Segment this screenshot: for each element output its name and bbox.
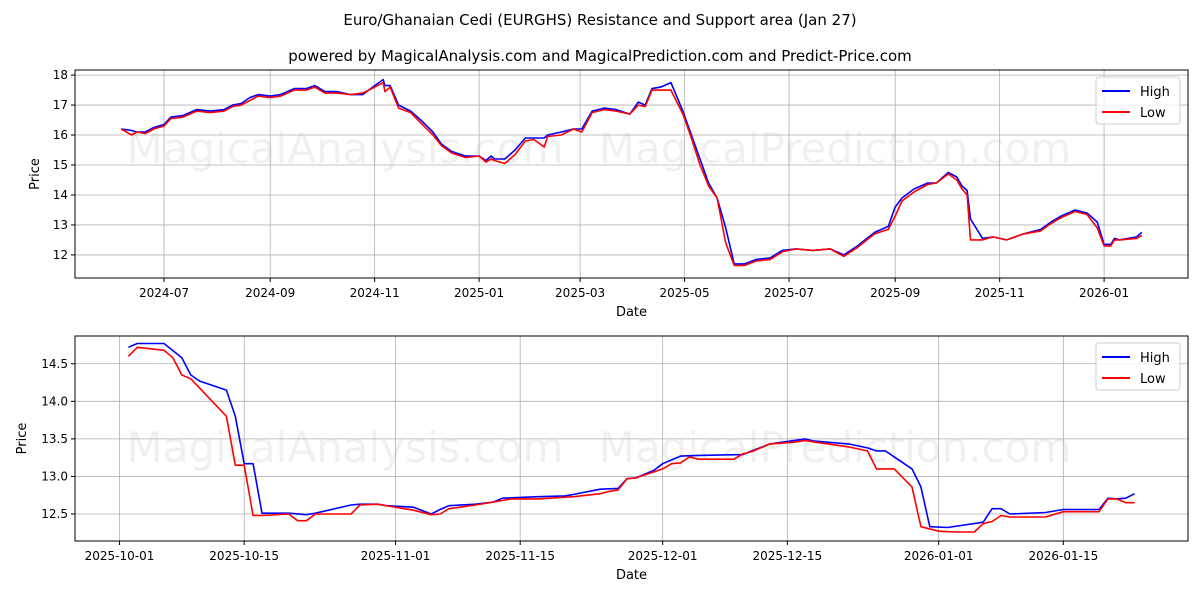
- x-tick-label: 2025-11-01: [361, 549, 431, 563]
- legend-label-low: Low: [1140, 372, 1166, 387]
- chart-subtitle: powered by MagicalAnalysis.com and Magic…: [288, 47, 912, 65]
- y-tick-label: 14.0: [41, 394, 68, 408]
- chart-panel-1: MagicalAnalysis.com MagicalPrediction.com…: [28, 68, 1189, 320]
- watermark: MagicalAnalysis.com MagicalPrediction.com: [127, 423, 1072, 472]
- y-tick-label: 18: [53, 68, 68, 82]
- y-axis-label: Price: [15, 423, 30, 455]
- y-tick-label: 17: [53, 98, 68, 112]
- y-tick-label: 14.5: [41, 357, 68, 371]
- x-tick-label: 2024-07: [139, 286, 189, 300]
- plot-frame: [74, 335, 1189, 542]
- chart-title: Euro/Ghanaian Cedi (EURGHS) Resistance a…: [343, 11, 857, 29]
- y-axis-label: Price: [28, 158, 43, 190]
- x-tick-label: 2025-03: [555, 286, 605, 300]
- x-tick-label: 2025-11: [975, 286, 1025, 300]
- y-tick-label: 13: [53, 218, 68, 232]
- x-tick-label: 2025-09: [870, 286, 920, 300]
- legend: High Low: [1095, 342, 1181, 391]
- y-tick-label: 13.5: [41, 432, 68, 446]
- x-axis-label: Date: [616, 568, 647, 583]
- x-axis-label: Date: [616, 305, 647, 320]
- chart-panel-2: MagicalAnalysis.com MagicalPrediction.com…: [15, 335, 1189, 583]
- watermark-text: MagicalPrediction.com: [599, 124, 1072, 173]
- x-tick-label: 2025-12-15: [752, 549, 822, 563]
- x-tick-label: 2025-11-15: [485, 549, 555, 563]
- y-tick-label: 15: [53, 158, 68, 172]
- y-tick-label: 12: [53, 248, 68, 262]
- legend-label-low: Low: [1140, 106, 1166, 121]
- legend: High Low: [1095, 76, 1181, 125]
- x-tick-label: 2025-01: [454, 286, 504, 300]
- watermark: MagicalAnalysis.com MagicalPrediction.com: [127, 124, 1072, 173]
- x-tick-label: 2025-05: [660, 286, 710, 300]
- y-tick-label: 13.0: [41, 469, 68, 483]
- x-tick-label: 2025-10-15: [209, 549, 279, 563]
- watermark-text: MagicalAnalysis.com: [127, 423, 564, 472]
- x-tick-label: 2026-01-01: [904, 549, 974, 563]
- x-tick-label: 2024-09: [245, 286, 295, 300]
- legend-label-high: High: [1140, 351, 1170, 366]
- series-line-low: [127, 346, 1135, 533]
- x-tick-label: 2025-07: [764, 286, 814, 300]
- x-tick-label: 2025-10-01: [85, 549, 155, 563]
- y-tick-label: 16: [53, 128, 68, 142]
- series-line-low: [120, 81, 1143, 267]
- x-tick-label: 2025-12-01: [628, 549, 698, 563]
- legend-label-high: High: [1140, 85, 1170, 100]
- x-tick-label: 2026-01: [1079, 286, 1129, 300]
- y-tick-label: 12.5: [41, 507, 68, 521]
- y-tick-label: 14: [53, 188, 68, 202]
- x-tick-label: 2024-11: [350, 286, 400, 300]
- watermark-text: MagicalAnalysis.com: [127, 124, 564, 173]
- x-tick-label: 2026-01-15: [1028, 549, 1098, 563]
- plot-frame: [74, 69, 1189, 279]
